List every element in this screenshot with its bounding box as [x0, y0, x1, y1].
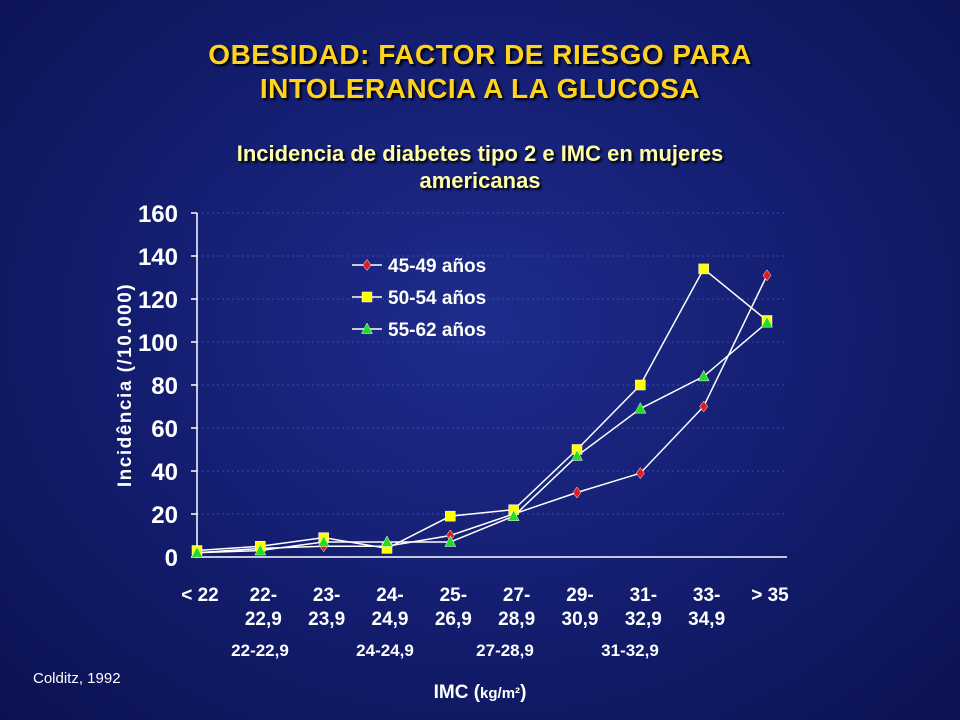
data-point-series-1 — [762, 269, 772, 282]
data-point-series-1 — [699, 400, 708, 413]
x-tick-label: 22- — [250, 585, 277, 606]
data-point-series-3 — [254, 544, 267, 556]
subtitle-line-2: americanas — [419, 168, 541, 193]
y-tick-label: 20 — [151, 502, 178, 529]
x-axis-title-main: IMC ( — [433, 682, 481, 703]
slide-title: OBESIDAD: FACTOR DE RIESGO PARA INTOLERA… — [0, 38, 960, 106]
data-point-series-2 — [445, 510, 456, 522]
x-tick-label: 26,9 — [435, 609, 472, 630]
x-tick-label: 29- — [566, 585, 593, 606]
title-line-2: INTOLERANCIA A LA GLUCOSA — [259, 73, 701, 104]
y-tick-label: 100 — [138, 330, 178, 357]
legend-marker — [362, 259, 372, 271]
legend-marker — [361, 291, 373, 303]
x-tick-label: 25- — [440, 585, 467, 606]
y-tick-label: 0 — [165, 545, 178, 572]
x-axis-title-unit: kg/m² — [480, 685, 521, 702]
data-point-series-3 — [697, 369, 710, 382]
data-point-series-2 — [635, 379, 646, 391]
extra-x-label: 22-22,9 — [231, 641, 289, 660]
legend-label: 45-49 años — [388, 256, 486, 277]
x-tick-label: < 22 — [181, 585, 219, 606]
x-tick-label: 34,9 — [688, 609, 725, 630]
data-point-series-3 — [571, 449, 583, 461]
x-tick-label: 24- — [376, 585, 403, 606]
data-point-series-1 — [636, 467, 645, 480]
y-tick-label: 120 — [138, 287, 178, 314]
x-tick-label: 27- — [503, 585, 530, 606]
x-tick-label: 22,9 — [245, 609, 282, 630]
x-tick-label: 23,9 — [308, 609, 345, 630]
data-point-series-3 — [317, 535, 330, 547]
x-tick-label: 33- — [693, 585, 720, 606]
chart-subtitle: Incidencia de diabetes tipo 2 e IMC en m… — [130, 140, 830, 194]
x-tick-label: 31- — [630, 585, 657, 606]
series-line-2 — [196, 267, 768, 552]
x-tick-label: 24,9 — [372, 609, 409, 630]
data-point-series-3 — [761, 316, 773, 328]
y-tick-label: 80 — [151, 373, 178, 400]
x-tick-label: 23- — [313, 585, 340, 606]
x-axis-title: IMC (kg/m²) — [0, 682, 960, 704]
data-point-series-1 — [572, 486, 582, 499]
y-tick-label: 40 — [151, 459, 178, 486]
x-tick-label: > 35 — [751, 585, 789, 606]
legend-label: 50-54 años — [388, 288, 486, 309]
data-point-series-3 — [444, 535, 457, 547]
x-axis-title-close: ) — [520, 682, 527, 703]
x-tick-label: 32,9 — [625, 609, 662, 630]
subtitle-line-1: Incidencia de diabetes tipo 2 e IMC en m… — [236, 141, 724, 166]
title-line-1: OBESIDAD: FACTOR DE RIESGO PARA — [208, 39, 752, 70]
data-point-series-3 — [634, 402, 647, 414]
source-credit: Colditz, 1992 — [33, 670, 121, 687]
data-point-series-3 — [381, 535, 393, 547]
extra-x-label: 27-28,9 — [476, 641, 534, 660]
y-tick-label: 160 — [138, 201, 178, 228]
series-line-1 — [196, 275, 768, 554]
y-tick-label: 60 — [151, 416, 178, 443]
series-line-3 — [196, 322, 768, 554]
extra-x-label: 24-24,9 — [356, 641, 414, 660]
x-tick-label: 28,9 — [498, 609, 535, 630]
y-axis-title: Incidência (/10.000) — [115, 283, 136, 487]
data-point-series-3 — [507, 509, 520, 521]
y-tick-label: 140 — [138, 244, 178, 271]
data-point-series-2 — [698, 263, 709, 275]
extra-x-label: 31-32,9 — [601, 641, 659, 660]
legend-marker — [361, 322, 373, 334]
legend-label: 55-62 años — [388, 320, 486, 341]
x-tick-label: 30,9 — [562, 609, 599, 630]
data-point-series-3 — [191, 546, 203, 558]
